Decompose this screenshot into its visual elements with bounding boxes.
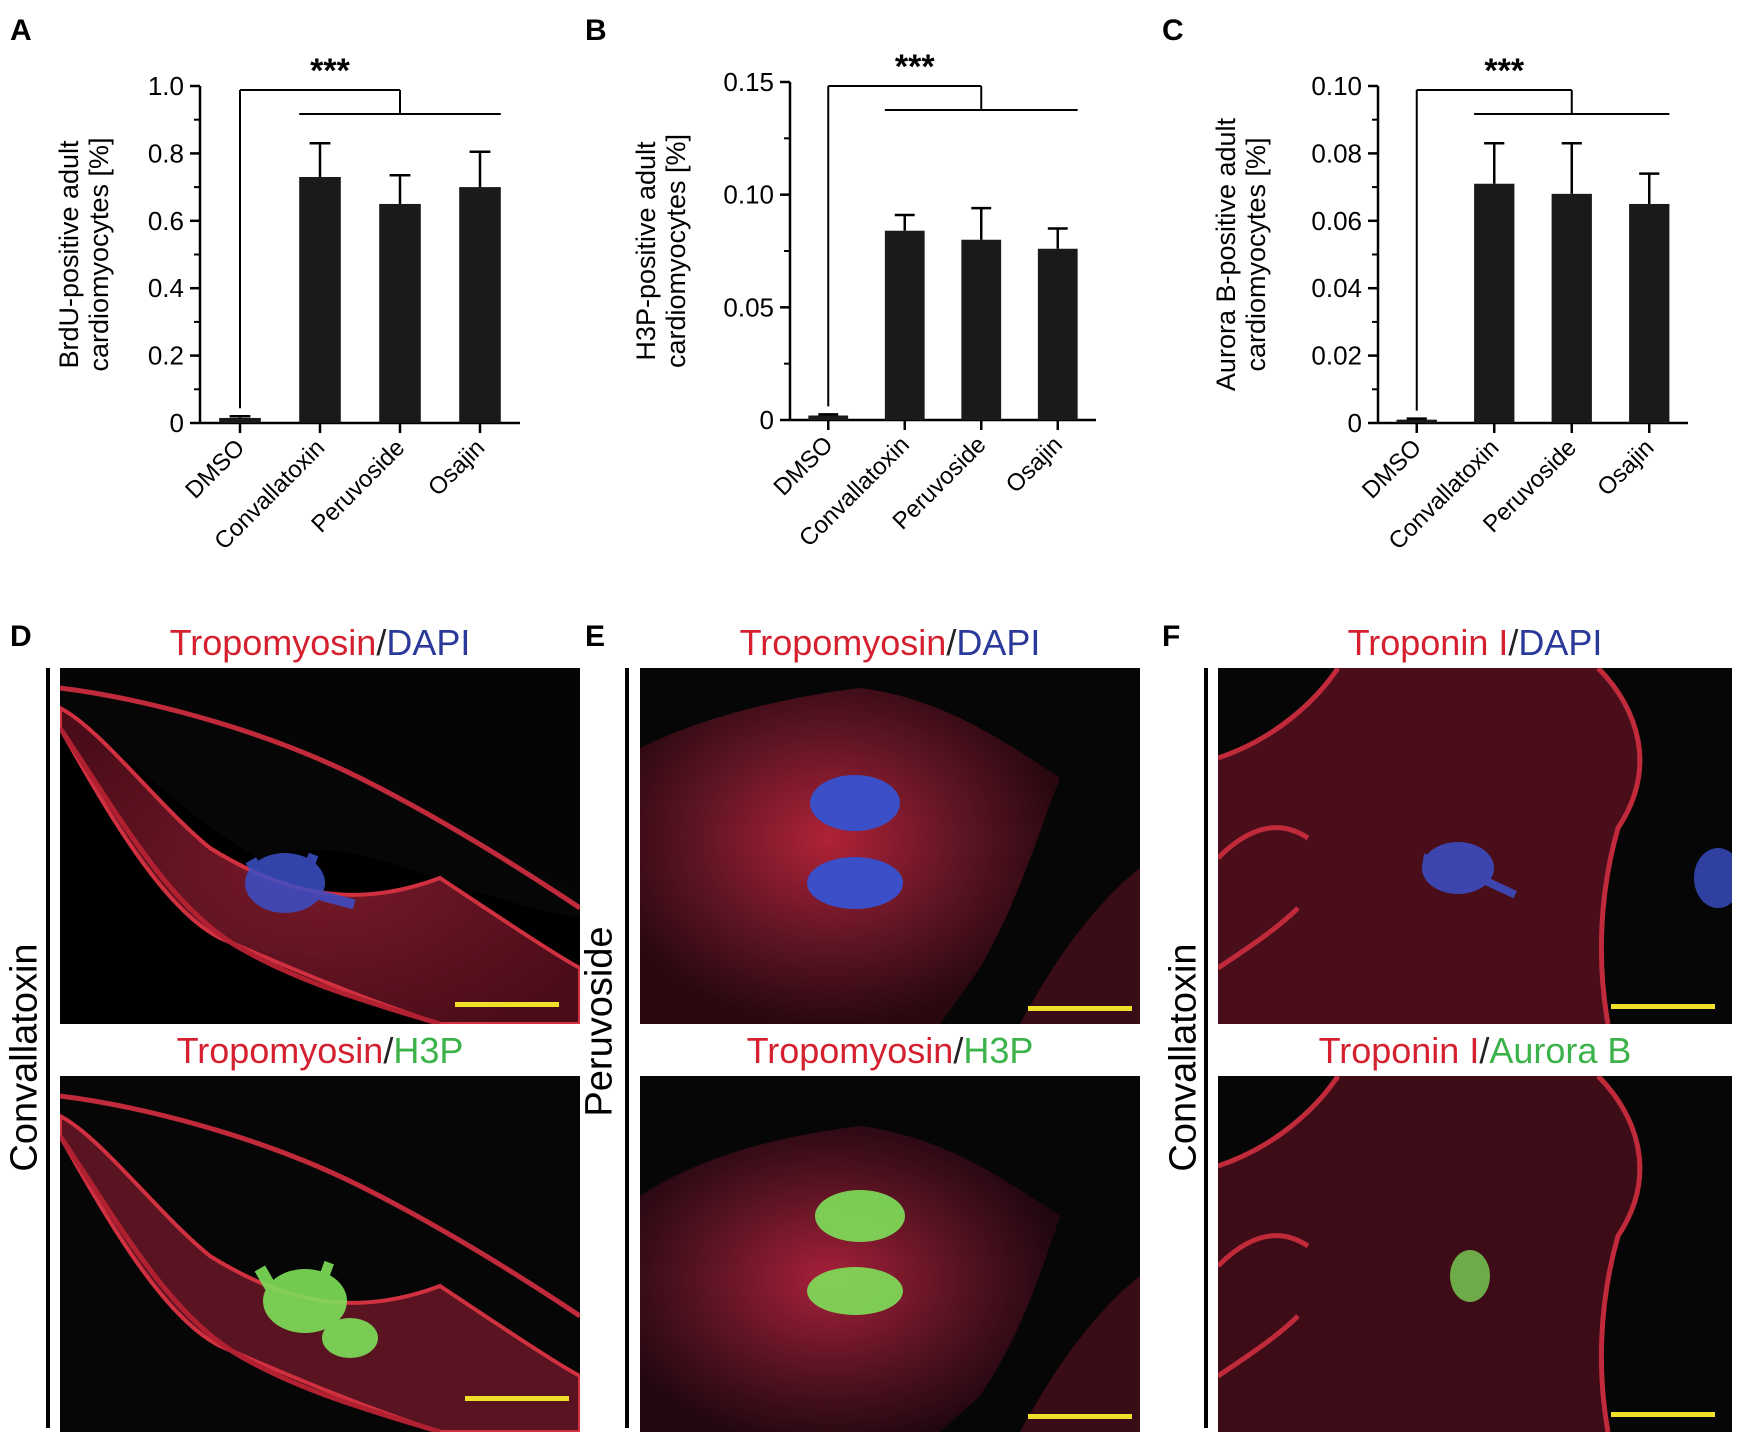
panel-f-top-separator: / [1508, 622, 1519, 663]
panel-a-bar [459, 187, 501, 423]
panel-c-bar [1551, 193, 1592, 423]
panel-b-y-axis-label: H3P-positive adult [631, 141, 661, 361]
panel-d-top-separator: / [376, 622, 387, 663]
panel-letter-c: C [1162, 14, 1184, 47]
panel-b-y-tick-label: 0 [760, 405, 774, 435]
panel-a-y-tick-label: 0.4 [148, 273, 184, 303]
panel-c-significance: *** [1484, 52, 1524, 90]
panel-c-y-tick-label: 0.10 [1311, 71, 1362, 101]
panel-letter-f: F [1162, 620, 1181, 653]
panel-f-side-label: Convallatoxin [1162, 943, 1205, 1172]
panel-a-y-tick-label: 0 [170, 408, 184, 438]
panel-c-x-tick-label: Osajin [1592, 434, 1659, 501]
panel-e-side-label: Peruvoside [578, 926, 621, 1117]
panel-e-bottom-red-label: Tropomyosin [746, 1030, 954, 1071]
panel-e-bottom-scale-bar [1028, 1414, 1132, 1419]
panel-a-bar [299, 176, 341, 423]
panel-d-top-micrograph [60, 668, 580, 1024]
panel-e-top-blue-label: DAPI [956, 622, 1041, 663]
panel-b-y-axis-label: cardiomyocytes [%] [661, 134, 691, 368]
panel-a-x-tick-label: Osajin [423, 434, 490, 501]
panel-d-top-red-label: Tropomyosin [169, 622, 377, 663]
panel-a-bar [219, 417, 261, 423]
panel-d-bottom-title: Tropomyosin/H3P [60, 1030, 580, 1072]
panel-b-bar [961, 239, 1002, 420]
panel-c-bar [1474, 183, 1515, 423]
panel-f-bottom-micrograph [1218, 1076, 1732, 1432]
panel-f-bottom-scale-bar [1611, 1412, 1715, 1417]
panel-f-top-red-label: Troponin I [1347, 622, 1509, 663]
panel-a-x-tick-label: DMSO [180, 434, 250, 504]
panel-c-y-tick-label: 0.06 [1311, 206, 1362, 236]
panel-a-y-tick-label: 0.6 [148, 206, 184, 236]
panel-d-bottom-separator: / [383, 1030, 394, 1071]
panel-e-bottom-micrograph [640, 1076, 1140, 1432]
panel-b-x-tick-label: DMSO [768, 431, 838, 501]
panel-b-bar [808, 415, 849, 420]
panel-e-side-rule [625, 668, 629, 1428]
panel-letter-d: D [10, 620, 32, 653]
panel-f-top-blue-label: DAPI [1518, 622, 1603, 663]
panel-f-bottom-title: Troponin I/Aurora B [1218, 1030, 1732, 1072]
panel-e-top-scale-bar [1028, 1006, 1132, 1011]
panel-e-bottom-separator: / [953, 1030, 964, 1071]
panel-e-bottom-title: Tropomyosin/H3P [640, 1030, 1140, 1072]
panel-d-bottom-scale-bar [465, 1396, 569, 1401]
panel-c-bar [1629, 203, 1670, 423]
panel-letter-e: E [585, 620, 606, 653]
panel-d-top-scale-bar [455, 1002, 559, 1007]
panel-c-y-tick-label: 0.02 [1311, 341, 1362, 371]
panel-a-y-axis-label: BrdU-positive adult [54, 140, 84, 369]
panel-c-y-tick-label: 0 [1348, 408, 1362, 438]
panel-f-bottom-separator: / [1479, 1030, 1490, 1071]
panel-d-side-label: Convallatoxin [3, 943, 46, 1172]
panel-a-y-tick-label: 0.2 [148, 341, 184, 371]
panel-f-side-rule [1204, 668, 1208, 1428]
panel-d-bottom-micrograph [60, 1076, 580, 1432]
panel-c-y-tick-label: 0.08 [1311, 138, 1362, 168]
panel-d-top-blue-label: DAPI [386, 622, 471, 663]
panel-c-y-tick-label: 0.04 [1311, 273, 1362, 303]
panel-b-bar [884, 230, 925, 420]
panel-f-bottom-red-label: Troponin I [1318, 1030, 1480, 1071]
panel-f-top-title: Troponin I/DAPI [1218, 622, 1732, 664]
panel-b-x-tick-label: Osajin [1001, 431, 1068, 498]
panel-a-y-tick-label: 1.0 [148, 71, 184, 101]
panel-e-bottom-green-label: H3P [963, 1030, 1034, 1071]
panel-a-bar [379, 203, 421, 423]
panel-f-bottom-green-label: Aurora B [1489, 1030, 1632, 1071]
panel-a-y-tick-label: 0.8 [148, 138, 184, 168]
panel-b-y-tick-label: 0.10 [723, 180, 774, 210]
panel-b-significance: *** [895, 48, 935, 86]
panel-d-bottom-red-label: Tropomyosin [176, 1030, 384, 1071]
panel-b-y-tick-label: 0.05 [723, 292, 774, 322]
panel-b-y-tick-label: 0.15 [723, 67, 774, 97]
panel-a-y-axis-label: cardiomyocytes [%] [84, 137, 114, 371]
panel-letter-a: A [10, 14, 32, 47]
panel-e-top-red-label: Tropomyosin [739, 622, 947, 663]
panel-c-y-axis-label: cardiomyocytes [%] [1241, 137, 1271, 371]
panel-e-top-separator: / [946, 622, 957, 663]
panel-f-top-scale-bar [1611, 1004, 1715, 1009]
panel-letter-b: B [585, 14, 607, 47]
panel-c-bar [1396, 419, 1437, 423]
panel-d-side-rule [46, 668, 50, 1428]
panel-e-top-micrograph [640, 668, 1140, 1024]
panel-c-x-tick-label: DMSO [1357, 434, 1427, 504]
panel-d-top-title: Tropomyosin/DAPI [60, 622, 580, 664]
panel-d-bottom-green-label: H3P [393, 1030, 464, 1071]
panel-b-bar [1037, 248, 1078, 420]
panel-a-significance: *** [310, 52, 350, 90]
panel-e-top-title: Tropomyosin/DAPI [640, 622, 1140, 664]
panel-f-top-micrograph [1218, 668, 1732, 1024]
panel-c-y-axis-label: Aurora B-positive adult [1211, 117, 1241, 391]
